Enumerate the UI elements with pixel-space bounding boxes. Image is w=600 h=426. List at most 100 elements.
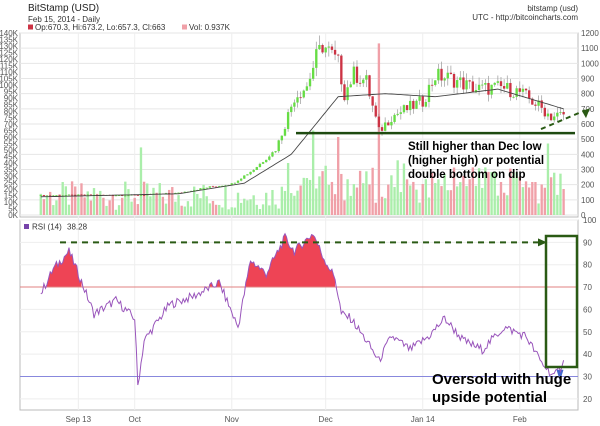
candle-body — [524, 88, 528, 91]
volume-bar — [102, 197, 105, 215]
candle-body — [330, 46, 334, 50]
volume-bar — [80, 183, 83, 215]
candle-body — [468, 80, 471, 82]
volume-bar — [556, 194, 559, 215]
candle-body — [127, 195, 130, 197]
price-annotation-line: (higher high) or potential — [408, 155, 544, 167]
volume-tick-label: 120K — [0, 55, 19, 64]
volume-legend-swatch — [182, 24, 187, 30]
volume-bar — [421, 183, 424, 215]
candle-body — [481, 84, 484, 86]
volume-bar — [349, 195, 352, 215]
volume-bar — [499, 181, 503, 215]
rsi-annotation-line: upside potential — [432, 389, 547, 406]
volume-bar — [393, 187, 396, 215]
candle-body — [265, 159, 268, 163]
rsi-tick-label: 90 — [583, 238, 592, 247]
volume-bar — [362, 183, 365, 215]
volume-bar — [199, 198, 202, 215]
volume-bar — [114, 209, 118, 215]
candle-body — [487, 82, 490, 95]
rsi-overbought-fill — [47, 233, 564, 381]
volume-bar — [346, 179, 349, 215]
candle-body — [174, 192, 177, 194]
volume-tick-label: 125K — [0, 49, 19, 58]
candle-body — [393, 114, 396, 122]
trend-arrow-head — [582, 108, 590, 119]
volume-bar — [124, 181, 127, 215]
candle-body — [42, 195, 46, 197]
volume-bar — [371, 167, 374, 215]
volume-bar — [193, 186, 196, 215]
volume-bar — [337, 137, 340, 215]
volume-bar — [299, 185, 302, 215]
volume-bar — [302, 177, 305, 215]
volume-bar — [308, 179, 312, 215]
volume-bar — [496, 195, 500, 215]
candle-body — [214, 186, 218, 188]
volume-bar — [67, 204, 71, 215]
candle-body — [305, 86, 309, 91]
volume-bar — [430, 172, 434, 215]
candle-body — [355, 66, 359, 83]
chart-title: BitStamp (USD) — [28, 3, 99, 14]
volume-bar — [117, 205, 121, 215]
volume-bar — [174, 201, 177, 215]
volume-bar — [127, 189, 130, 215]
candle-body — [390, 121, 393, 126]
volume-bar — [92, 188, 96, 215]
candle-body — [499, 81, 503, 87]
volume-tick-label: 30K — [4, 172, 19, 181]
volume-bar — [305, 178, 309, 215]
candle-body — [443, 78, 446, 81]
candle-body — [311, 67, 315, 79]
volume-bar — [142, 181, 146, 215]
volume-bar — [261, 204, 265, 215]
volume-bar — [321, 171, 324, 215]
volume-bar — [265, 192, 268, 215]
candle-body — [506, 82, 509, 89]
volume-bar — [409, 185, 412, 215]
candle-body — [521, 88, 525, 92]
volume-bar — [340, 173, 343, 215]
candle-body — [471, 81, 474, 93]
ohlc-readout: Op:670.3, Hi:673.2, Lo:657.3, Cl:663 — [35, 23, 166, 32]
candle-body — [399, 112, 402, 114]
volume-bar — [465, 186, 468, 215]
volume-tick-label: 55K — [4, 140, 19, 149]
volume-tick-label: 70K — [4, 120, 19, 129]
candle-body — [70, 194, 74, 196]
volume-bar — [327, 184, 330, 215]
volume-bar — [255, 204, 258, 215]
volume-bar — [108, 200, 111, 215]
candle-body — [396, 113, 399, 115]
volume-tick-label: 135K — [0, 36, 19, 45]
x-tick-label: Jan 14 — [411, 415, 436, 424]
candle-body — [39, 195, 42, 196]
volume-bar — [146, 183, 149, 215]
volume-bar — [39, 193, 42, 215]
volume-bar — [471, 167, 474, 215]
x-tick-label: Oct — [128, 415, 141, 424]
volume-bar — [405, 179, 409, 215]
candle-body — [415, 100, 418, 109]
rsi-tick-label: 70 — [583, 283, 592, 292]
volume-tick-label: 75K — [4, 114, 19, 123]
volume-tick-label: 65K — [4, 127, 19, 136]
volume-bar — [311, 130, 315, 215]
volume-bar — [380, 196, 384, 215]
rsi-overbought-area — [47, 247, 82, 288]
candle-body — [139, 195, 143, 196]
candle-body — [462, 77, 465, 90]
volume-tick-label: 80K — [4, 107, 19, 116]
volume-bar — [236, 192, 240, 215]
candle-body — [383, 122, 387, 131]
volume-bar — [45, 196, 49, 215]
volume-bar — [490, 171, 493, 215]
volume-bar — [462, 175, 465, 215]
candle-body — [321, 45, 324, 53]
volume-bar — [402, 163, 406, 215]
volume-tick-label: 130K — [0, 42, 19, 51]
price-tick-label: 100 — [581, 196, 595, 205]
candle-body — [296, 97, 299, 103]
